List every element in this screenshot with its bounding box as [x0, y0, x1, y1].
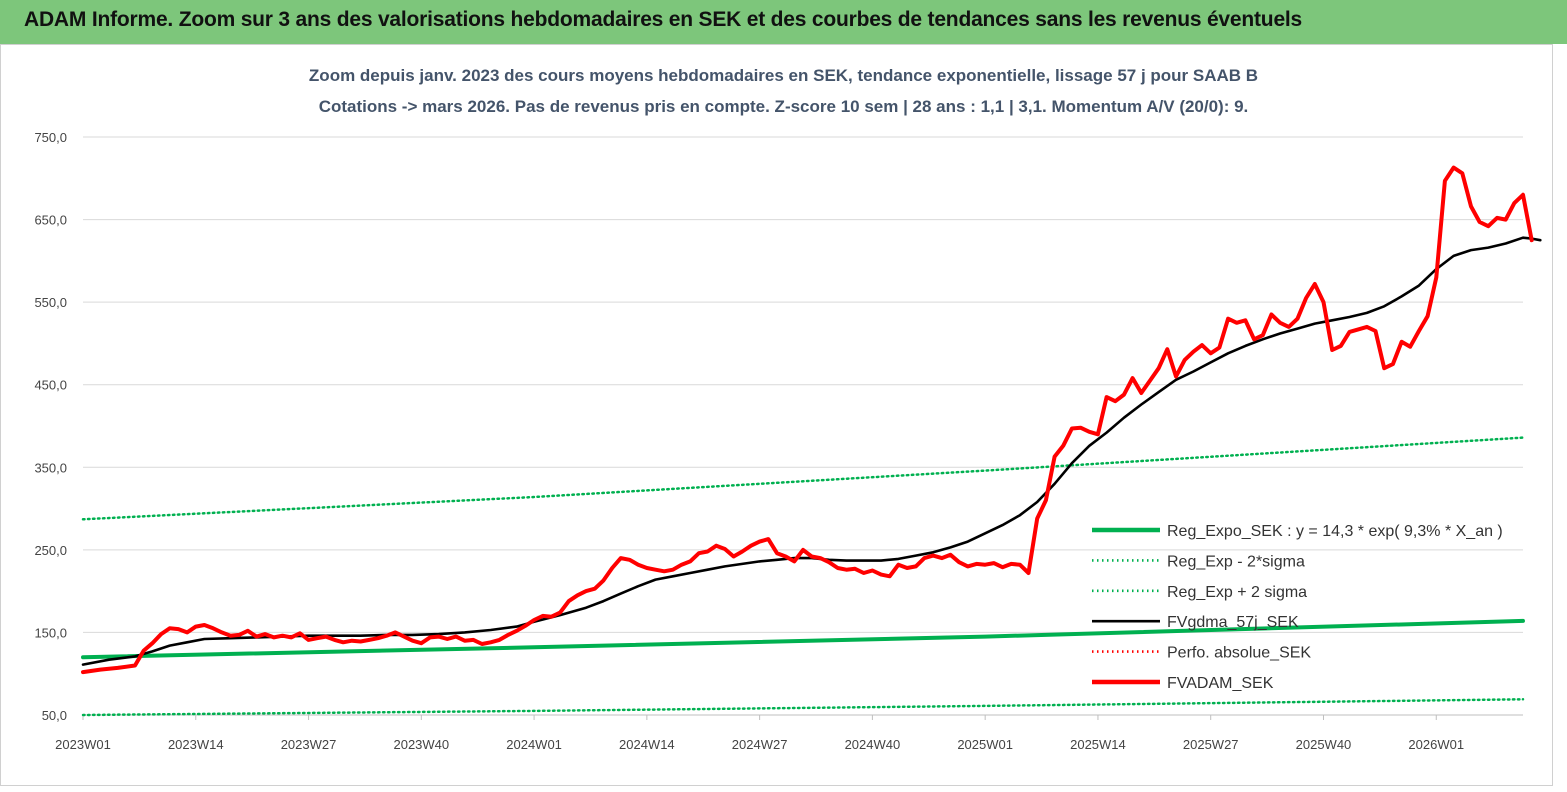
x-tick-label: 2024W14: [619, 737, 675, 752]
x-tick-label: 2025W01: [957, 737, 1013, 752]
x-tick-label: 2024W40: [845, 737, 901, 752]
y-tick-label: 250,0: [34, 543, 67, 558]
legend-label-2: Reg_Exp + 2 sigma: [1167, 584, 1307, 601]
x-tick-label: 2026W01: [1408, 737, 1464, 752]
x-tick-label: 2023W01: [55, 737, 111, 752]
legend-label-1: Reg_Exp - 2*sigma: [1167, 553, 1305, 570]
legend-label-3: FVgdma_57j_SEK: [1167, 614, 1299, 631]
legend-label-5: FVADAM_SEK: [1167, 675, 1274, 692]
chart-frame: [0, 44, 1553, 786]
chart-title-line-1: Zoom depuis janv. 2023 des cours moyens …: [308, 66, 1259, 85]
x-tick-label: 2024W01: [506, 737, 562, 752]
legend-label-0: Reg_Expo_SEK : y = 14,3 * exp( 9,3% * X_…: [1167, 523, 1503, 540]
x-tick-label: 2025W40: [1296, 737, 1352, 752]
series-line-2: [81, 436, 1525, 521]
y-tick-label: 450,0: [34, 378, 67, 393]
series-line-5: [81, 165, 1534, 675]
y-tick-label: 50,0: [42, 708, 67, 723]
chart-title-line-2: Cotations -> mars 2026. Pas de revenus p…: [318, 97, 1249, 116]
x-tick-label: 2025W27: [1183, 737, 1239, 752]
series-line-1: [81, 698, 1525, 717]
x-tick-label: 2023W40: [393, 737, 449, 752]
y-tick-label: 750,0: [34, 130, 67, 145]
series-line-0: [81, 618, 1525, 660]
banner-title: ADAM Informe. Zoom sur 3 ans des valoris…: [24, 8, 1303, 31]
x-tick-label: 2025W14: [1070, 737, 1126, 752]
y-tick-label: 150,0: [34, 625, 67, 640]
banner: ADAM Informe. Zoom sur 3 ans des valoris…: [0, 0, 1567, 44]
x-tick-label: 2023W14: [168, 737, 224, 752]
y-tick-label: 650,0: [34, 213, 67, 228]
x-tick-label: 2023W27: [281, 737, 337, 752]
y-tick-label: 350,0: [34, 460, 67, 475]
legend-label-4: Perfo. absolue_SEK: [1167, 645, 1311, 662]
x-tick-label: 2024W27: [732, 737, 788, 752]
y-tick-label: 550,0: [34, 295, 67, 310]
